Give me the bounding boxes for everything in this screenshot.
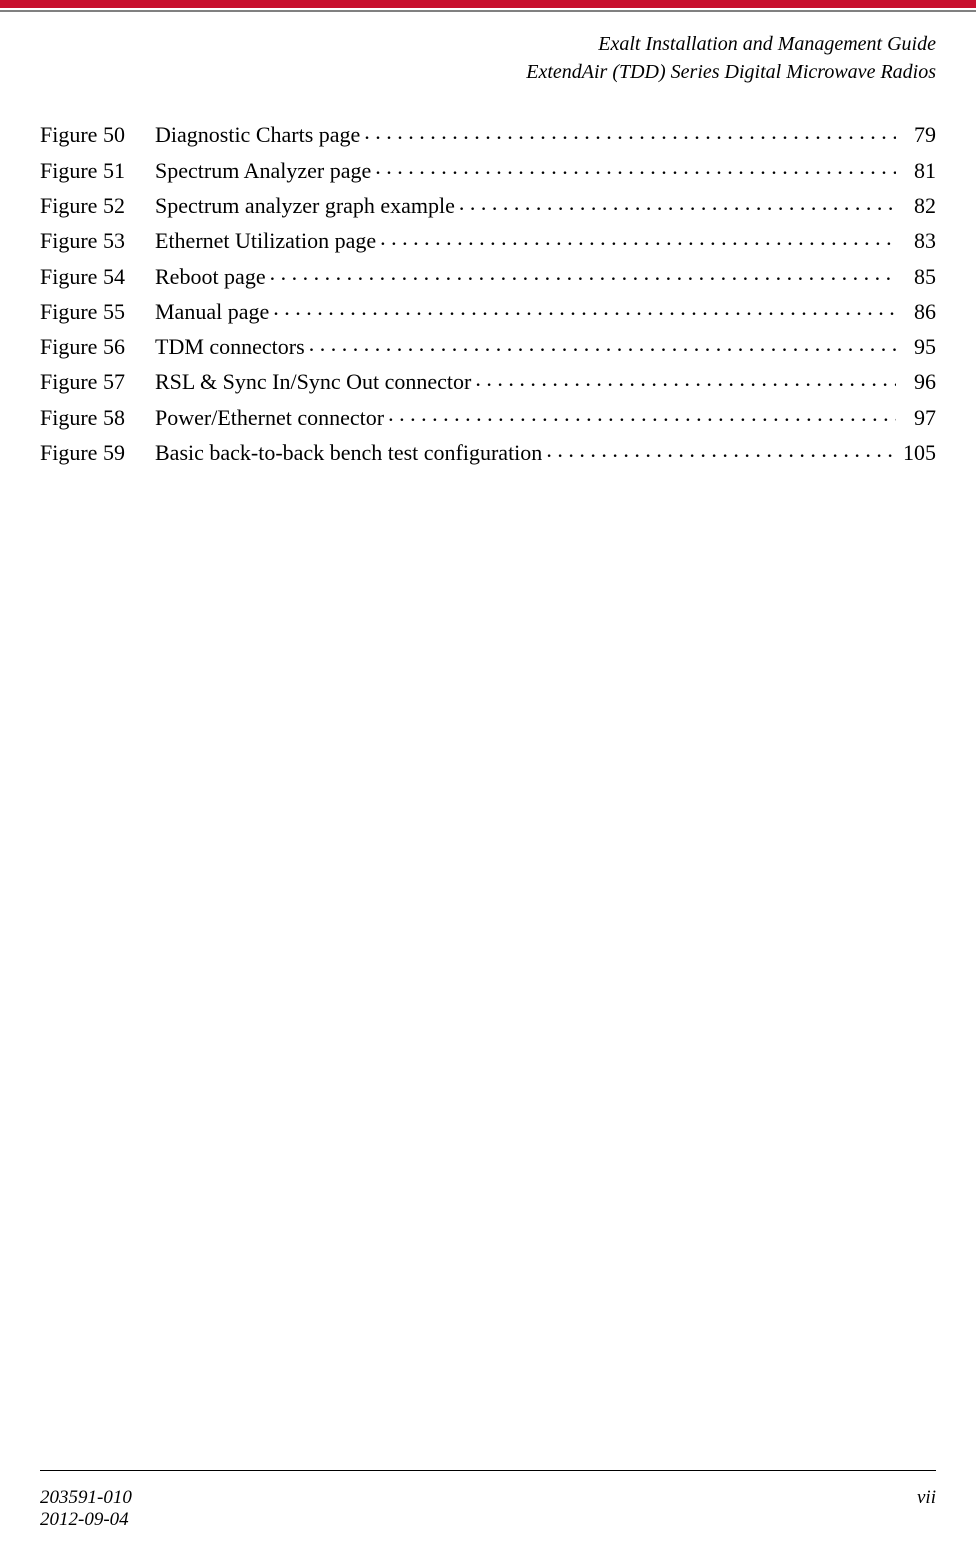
- toc-page: 97: [896, 402, 936, 434]
- toc-entry[interactable]: Figure 59 Basic back-to-back bench test …: [40, 434, 936, 469]
- toc-title: TDM connectors: [155, 331, 309, 363]
- toc-title: Ethernet Utilization page: [155, 225, 380, 257]
- toc-entry[interactable]: Figure 53 Ethernet Utilization page 83: [40, 222, 936, 257]
- toc-entry[interactable]: Figure 52 Spectrum analyzer graph exampl…: [40, 187, 936, 222]
- page-header: Exalt Installation and Management Guide …: [0, 12, 976, 86]
- toc-label: Figure 59: [40, 437, 155, 469]
- toc-entry[interactable]: Figure 54 Reboot page 85: [40, 257, 936, 292]
- toc-page: 95: [896, 331, 936, 363]
- toc-title: Basic back-to-back bench test configurat…: [155, 437, 546, 469]
- toc-page: 96: [896, 366, 936, 398]
- toc-title: Manual page: [155, 296, 273, 328]
- toc-label: Figure 52: [40, 190, 155, 222]
- toc-leader-dots: [546, 434, 896, 460]
- toc-label: Figure 53: [40, 225, 155, 257]
- doc-number: 203591-010: [40, 1487, 132, 1509]
- toc-label: Figure 55: [40, 296, 155, 328]
- toc-label: Figure 51: [40, 155, 155, 187]
- toc-title: Power/Ethernet connector: [155, 402, 388, 434]
- toc-page: 79: [896, 119, 936, 151]
- toc-title: Reboot page: [155, 261, 270, 293]
- toc-leader-dots: [388, 398, 896, 424]
- footer-right: vii: [917, 1487, 936, 1531]
- toc-title: RSL & Sync In/Sync Out connector: [155, 366, 475, 398]
- toc-title: Spectrum analyzer graph example: [155, 190, 459, 222]
- doc-date: 2012-09-04: [40, 1509, 132, 1531]
- toc-title: Diagnostic Charts page: [155, 119, 364, 151]
- page-number: vii: [917, 1487, 936, 1509]
- top-red-bar: [0, 0, 976, 8]
- toc-entry[interactable]: Figure 50 Diagnostic Charts page 79: [40, 116, 936, 151]
- toc-entry[interactable]: Figure 55 Manual page 86: [40, 292, 936, 327]
- toc-label: Figure 54: [40, 261, 155, 293]
- toc-page: 81: [896, 155, 936, 187]
- toc-leader-dots: [270, 257, 896, 283]
- toc-label: Figure 58: [40, 402, 155, 434]
- toc-leader-dots: [475, 363, 896, 389]
- toc-page: 85: [896, 261, 936, 293]
- toc-page: 86: [896, 296, 936, 328]
- toc-list: Figure 50 Diagnostic Charts page 79 Figu…: [0, 86, 976, 469]
- toc-label: Figure 50: [40, 119, 155, 151]
- toc-page: 105: [896, 437, 936, 469]
- toc-entry[interactable]: Figure 56 TDM connectors 95: [40, 328, 936, 363]
- toc-leader-dots: [380, 222, 896, 248]
- toc-label: Figure 56: [40, 331, 155, 363]
- toc-leader-dots: [459, 187, 896, 213]
- toc-label: Figure 57: [40, 366, 155, 398]
- toc-title: Spectrum Analyzer page: [155, 155, 375, 187]
- toc-entry[interactable]: Figure 58 Power/Ethernet connector 97: [40, 398, 936, 433]
- toc-leader-dots: [273, 292, 896, 318]
- page-footer: 203591-010 2012-09-04 vii: [40, 1487, 936, 1531]
- footer-left: 203591-010 2012-09-04: [40, 1487, 132, 1531]
- footer-rule: [40, 1470, 936, 1471]
- toc-leader-dots: [309, 328, 896, 354]
- toc-page: 83: [896, 225, 936, 257]
- toc-leader-dots: [375, 151, 896, 177]
- toc-entry[interactable]: Figure 57 RSL & Sync In/Sync Out connect…: [40, 363, 936, 398]
- header-title-2: ExtendAir (TDD) Series Digital Microwave…: [40, 58, 936, 86]
- toc-entry[interactable]: Figure 51 Spectrum Analyzer page 81: [40, 151, 936, 186]
- toc-page: 82: [896, 190, 936, 222]
- toc-leader-dots: [364, 116, 896, 142]
- header-title-1: Exalt Installation and Management Guide: [40, 30, 936, 58]
